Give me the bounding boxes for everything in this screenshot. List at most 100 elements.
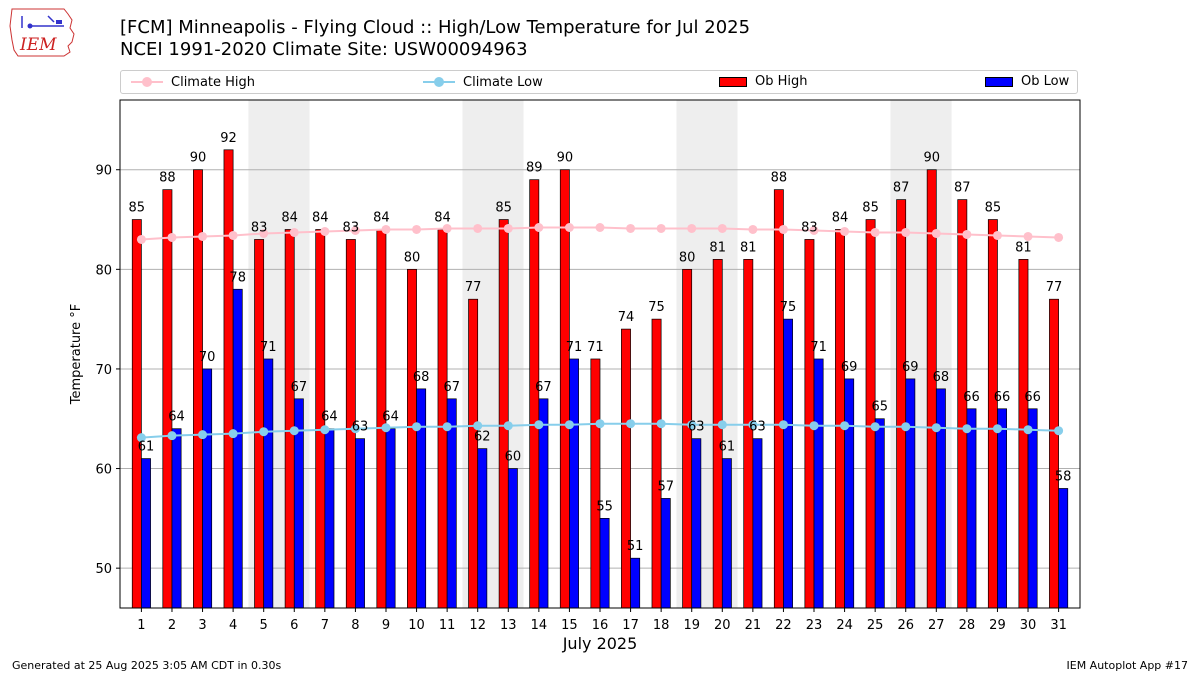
- climate-low-point: [198, 430, 208, 440]
- climate-low-point: [626, 419, 636, 429]
- ob-low-data-label: 66: [994, 390, 1011, 405]
- x-tick-label: 19: [683, 618, 700, 633]
- climate-low-point: [840, 421, 850, 431]
- x-tick-label: 23: [806, 618, 823, 633]
- ob-high-data-label: 90: [557, 151, 574, 166]
- climate-low-point: [136, 433, 146, 443]
- climate-high-point: [717, 223, 727, 233]
- ob-high-bar: [621, 328, 631, 609]
- climate-high-point: [687, 223, 697, 233]
- ob-low-data-label: 66: [963, 390, 980, 405]
- ob-high-data-label: 75: [648, 300, 665, 315]
- climate-low-point: [1023, 425, 1033, 435]
- x-tick-label: 4: [229, 618, 237, 633]
- ob-low-data-label: 70: [199, 350, 216, 365]
- ob-high-data-label: 84: [832, 210, 849, 225]
- ob-low-data-label: 78: [229, 270, 246, 285]
- climate-low-point: [595, 419, 605, 429]
- ob-high-bar: [835, 229, 845, 609]
- ob-low-bar: [599, 518, 610, 609]
- ob-high-data-label: 74: [618, 310, 635, 325]
- iem-logo: IEM: [9, 8, 75, 57]
- x-tick-label: 16: [592, 618, 609, 633]
- legend-ob-high-label: Ob High: [755, 74, 808, 89]
- climate-high-point: [259, 228, 269, 238]
- climate-high-point: [198, 231, 208, 241]
- climate-high-point: [992, 230, 1002, 240]
- ob-high-data-label: 87: [954, 181, 971, 196]
- ob-low-bar: [141, 458, 151, 609]
- climate-low-swatch: [423, 74, 455, 90]
- ob-high-data-label: 85: [862, 201, 879, 216]
- chart-legend: Climate High Climate Low Ob High Ob Low: [120, 70, 1078, 94]
- ob-low-bar: [355, 438, 365, 609]
- ob-low-bar: [813, 358, 824, 609]
- climate-low-point: [656, 419, 666, 429]
- x-tick-label: 9: [382, 618, 390, 633]
- climate-low-point: [350, 424, 360, 434]
- x-tick-label: 22: [775, 618, 792, 633]
- legend-climate-high: Climate High: [131, 74, 255, 90]
- ob-high-data-label: 90: [923, 151, 940, 166]
- ob-high-data-label: 77: [465, 280, 482, 295]
- climate-high-point: [503, 223, 513, 233]
- climate-low-point: [564, 420, 574, 430]
- climate-high-point: [748, 224, 758, 234]
- climate-low-point: [534, 420, 544, 430]
- footer-generated: Generated at 25 Aug 2025 3:05 AM CDT in …: [12, 659, 282, 672]
- x-tick-label: 26: [897, 618, 914, 633]
- climate-high-point: [412, 224, 422, 234]
- ob-low-bar: [630, 557, 641, 609]
- ob-low-data-label: 62: [474, 430, 491, 445]
- ob-low-bar: [171, 428, 182, 609]
- x-tick-label: 28: [959, 618, 976, 633]
- x-tick-label: 5: [260, 618, 268, 633]
- x-tick-label: 6: [290, 618, 298, 633]
- climate-low-point: [748, 420, 758, 430]
- climate-high-point: [136, 234, 146, 244]
- ob-high-data-label: 90: [190, 151, 207, 166]
- ob-low-data-label: 63: [352, 420, 369, 435]
- ob-low-bar: [1058, 488, 1069, 609]
- x-tick-label: 18: [653, 618, 670, 633]
- ob-low-bar: [1027, 408, 1038, 609]
- ob-high-data-label: 92: [220, 131, 237, 146]
- ob-low-data-label: 71: [260, 340, 277, 355]
- climate-low-point: [778, 420, 788, 430]
- ob-high-data-label: 88: [771, 171, 788, 186]
- ob-low-data-label: 67: [291, 380, 308, 395]
- ob-high-bar: [712, 259, 723, 609]
- ob-high-bar: [590, 358, 601, 609]
- climate-low-point: [503, 421, 513, 431]
- ob-high-data-label: 87: [893, 181, 910, 196]
- x-tick-label: 17: [622, 618, 639, 633]
- ob-low-bar: [721, 458, 732, 609]
- ob-high-data-label: 83: [251, 220, 268, 235]
- x-tick-label: 11: [439, 618, 456, 633]
- ob-low-bar: [507, 468, 518, 609]
- climate-low-point: [962, 424, 972, 434]
- climate-high-point: [778, 224, 788, 234]
- ob-high-bar: [437, 229, 448, 609]
- ob-low-bar: [569, 358, 579, 609]
- climate-low-point: [931, 423, 941, 433]
- ob-high-bar: [162, 189, 173, 609]
- ob-low-bar: [966, 408, 977, 609]
- ob-high-data-label: 80: [679, 250, 696, 265]
- x-tick-label: 27: [928, 618, 945, 633]
- ob-high-bar: [407, 268, 417, 609]
- ob-low-data-label: 61: [719, 440, 736, 455]
- ob-high-data-label: 89: [526, 161, 543, 176]
- climate-low-point: [809, 421, 819, 431]
- x-tick-label: 14: [531, 618, 548, 633]
- climate-high-point: [931, 228, 941, 238]
- x-tick-label: 25: [867, 618, 884, 633]
- x-tick-label: 8: [351, 618, 359, 633]
- climate-high-point: [289, 227, 299, 237]
- legend-ob-high: Ob High: [719, 74, 808, 89]
- ob-high-data-label: 81: [709, 240, 726, 255]
- climate-high-point: [534, 222, 544, 232]
- ob-high-data-label: 83: [801, 220, 818, 235]
- ob-low-swatch: [985, 76, 1013, 87]
- legend-ob-low: Ob Low: [985, 74, 1069, 89]
